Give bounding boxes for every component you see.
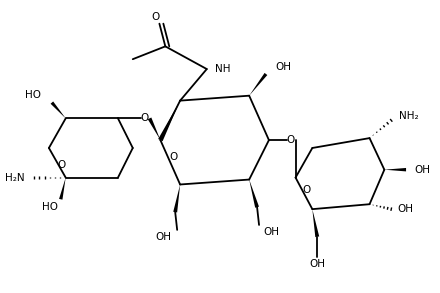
Polygon shape <box>158 100 180 141</box>
Text: NH₂: NH₂ <box>399 111 419 121</box>
Text: O: O <box>302 185 311 195</box>
Text: O: O <box>58 160 66 170</box>
Text: OH: OH <box>414 165 430 175</box>
Text: OH: OH <box>263 227 279 237</box>
Text: O: O <box>169 152 177 162</box>
Polygon shape <box>148 117 161 140</box>
Polygon shape <box>59 178 66 200</box>
Polygon shape <box>249 73 268 96</box>
Polygon shape <box>173 185 180 212</box>
Text: O: O <box>286 135 295 145</box>
Text: OH: OH <box>397 204 413 214</box>
Text: HO: HO <box>42 202 58 212</box>
Text: NH: NH <box>215 64 230 74</box>
Text: HO: HO <box>25 90 41 100</box>
Polygon shape <box>312 209 319 237</box>
Text: OH: OH <box>309 259 325 269</box>
Text: O: O <box>151 12 160 22</box>
Polygon shape <box>249 180 259 208</box>
Text: O: O <box>140 113 149 123</box>
Polygon shape <box>385 168 406 171</box>
Text: H₂N: H₂N <box>5 173 24 183</box>
Polygon shape <box>51 101 66 118</box>
Text: OH: OH <box>276 62 292 72</box>
Text: OH: OH <box>155 232 171 242</box>
